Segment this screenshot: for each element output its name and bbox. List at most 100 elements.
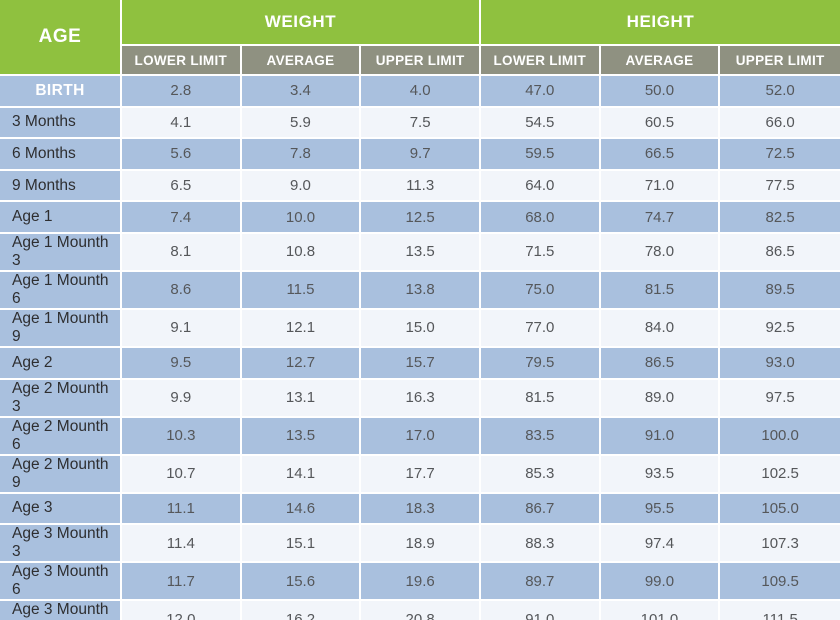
value-cell: 11.5 xyxy=(241,271,362,310)
value-cell: 2.8 xyxy=(122,76,242,108)
age-cell: Age 1 Mounth 6 xyxy=(0,271,122,310)
value-cell: 78.0 xyxy=(600,233,721,272)
height-average-header: AVERAGE xyxy=(600,46,721,76)
value-cell: 97.4 xyxy=(600,525,721,564)
value-cell: 91.0 xyxy=(480,601,601,620)
age-cell: Age 3 Mounth 3 xyxy=(0,525,122,564)
table-row: Age 1 Mounth 6 8.6 11.5 13.8 75.0 81.5 89.5 xyxy=(0,271,840,310)
sub-header-row: LOWER LIMIT AVERAGE UPPER LIMIT LOWER LI… xyxy=(0,46,840,76)
value-cell: 83.5 xyxy=(480,417,601,456)
value-cell: 17.7 xyxy=(361,455,481,494)
value-cell: 20.8 xyxy=(361,601,481,620)
value-cell: 4.1 xyxy=(122,107,242,140)
value-cell: 5.6 xyxy=(122,139,242,171)
table-row: 9 Months 6.5 9.0 11.3 64.0 71.0 77.5 xyxy=(0,170,840,203)
weight-group-header: WEIGHT xyxy=(122,0,481,46)
value-cell: 9.7 xyxy=(361,139,481,171)
table-row: Age 3 11.1 14.6 18.3 86.7 95.5 105.0 xyxy=(0,493,840,526)
value-cell: 13.5 xyxy=(241,417,362,456)
table-row: Age 2 Mounth 9 10.7 14.1 17.7 85.3 93.5 102.5 xyxy=(0,455,840,494)
table-row: Age 1 Mounth 3 8.1 10.8 13.5 71.5 78.0 86.5 xyxy=(0,233,840,272)
value-cell: 18.3 xyxy=(361,493,481,526)
value-cell: 8.1 xyxy=(122,233,242,272)
table-header: AGE WEIGHT HEIGHT LOWER LIMIT AVERAGE UP… xyxy=(0,0,840,76)
value-cell: 6.5 xyxy=(122,170,242,203)
table-row: Age 3 Mounth 3 11.4 15.1 18.9 88.3 97.4 107.3 xyxy=(0,525,840,564)
value-cell: 11.7 xyxy=(122,563,242,602)
weight-upper-limit-header: UPPER LIMIT xyxy=(361,46,481,76)
value-cell: 13.1 xyxy=(241,379,362,418)
age-cell: Age 2 Mounth 6 xyxy=(0,417,122,456)
age-cell: Age 3 xyxy=(0,493,122,526)
value-cell: 11.4 xyxy=(122,525,242,564)
value-cell: 75.0 xyxy=(480,271,601,310)
table-row: Age 3 Mounth 6 11.7 15.6 19.6 89.7 99.0 109.5 xyxy=(0,563,840,602)
value-cell: 7.5 xyxy=(361,107,481,140)
value-cell: 71.0 xyxy=(600,170,721,203)
value-cell: 10.3 xyxy=(122,417,242,456)
table-row: 3 Months 4.1 5.9 7.5 54.5 60.5 66.0 xyxy=(0,107,840,140)
age-cell: Age 1 Mounth 3 xyxy=(0,233,122,272)
value-cell: 100.0 xyxy=(720,417,840,456)
value-cell: 15.6 xyxy=(241,563,362,602)
value-cell: 11.1 xyxy=(122,493,242,526)
weight-average-header: AVERAGE xyxy=(241,46,362,76)
weight-lower-limit-header: LOWER LIMIT xyxy=(122,46,242,76)
value-cell: 50.0 xyxy=(600,76,721,108)
table-row: Age 1 Mounth 9 9.1 12.1 15.0 77.0 84.0 92.5 xyxy=(0,309,840,348)
value-cell: 9.9 xyxy=(122,379,242,418)
value-cell: 11.3 xyxy=(361,170,481,203)
value-cell: 19.6 xyxy=(361,563,481,602)
value-cell: 79.5 xyxy=(480,347,601,380)
value-cell: 81.5 xyxy=(600,271,721,310)
value-cell: 47.0 xyxy=(480,76,601,108)
value-cell: 15.0 xyxy=(361,309,481,348)
age-cell: BIRTH xyxy=(0,76,122,108)
value-cell: 59.5 xyxy=(480,139,601,171)
value-cell: 71.5 xyxy=(480,233,601,272)
value-cell: 82.5 xyxy=(720,202,840,234)
value-cell: 7.4 xyxy=(122,202,242,234)
value-cell: 12.1 xyxy=(241,309,362,348)
value-cell: 105.0 xyxy=(720,493,840,526)
value-cell: 85.3 xyxy=(480,455,601,494)
value-cell: 91.0 xyxy=(600,417,721,456)
value-cell: 9.5 xyxy=(122,347,242,380)
value-cell: 86.7 xyxy=(480,493,601,526)
age-cell: Age 2 Mounth 3 xyxy=(0,379,122,418)
age-cell: 9 Months xyxy=(0,170,122,203)
value-cell: 10.0 xyxy=(241,202,362,234)
value-cell: 102.5 xyxy=(720,455,840,494)
value-cell: 64.0 xyxy=(480,170,601,203)
age-cell: Age 1 Mounth 9 xyxy=(0,309,122,348)
value-cell: 77.0 xyxy=(480,309,601,348)
value-cell: 15.7 xyxy=(361,347,481,380)
age-column-header: AGE xyxy=(0,0,122,76)
value-cell: 5.9 xyxy=(241,107,362,140)
value-cell: 13.5 xyxy=(361,233,481,272)
value-cell: 8.6 xyxy=(122,271,242,310)
value-cell: 14.6 xyxy=(241,493,362,526)
age-cell: Age 3 Mounth 6 xyxy=(0,563,122,602)
value-cell: 66.5 xyxy=(600,139,721,171)
table-row: 6 Months 5.6 7.8 9.7 59.5 66.5 72.5 xyxy=(0,139,840,171)
value-cell: 93.5 xyxy=(600,455,721,494)
value-cell: 86.5 xyxy=(720,233,840,272)
age-cell: 3 Months xyxy=(0,107,122,140)
table-row: Age 2 Mounth 3 9.9 13.1 16.3 81.5 89.0 97.5 xyxy=(0,379,840,418)
value-cell: 101.0 xyxy=(600,601,721,620)
value-cell: 111.5 xyxy=(720,601,840,620)
value-cell: 92.5 xyxy=(720,309,840,348)
value-cell: 107.3 xyxy=(720,525,840,564)
value-cell: 81.5 xyxy=(480,379,601,418)
value-cell: 12.7 xyxy=(241,347,362,380)
value-cell: 77.5 xyxy=(720,170,840,203)
value-cell: 10.7 xyxy=(122,455,242,494)
table-row: Age 1 7.4 10.0 12.5 68.0 74.7 82.5 xyxy=(0,202,840,234)
value-cell: 99.0 xyxy=(600,563,721,602)
age-cell: Age 2 Mounth 9 xyxy=(0,455,122,494)
value-cell: 68.0 xyxy=(480,202,601,234)
